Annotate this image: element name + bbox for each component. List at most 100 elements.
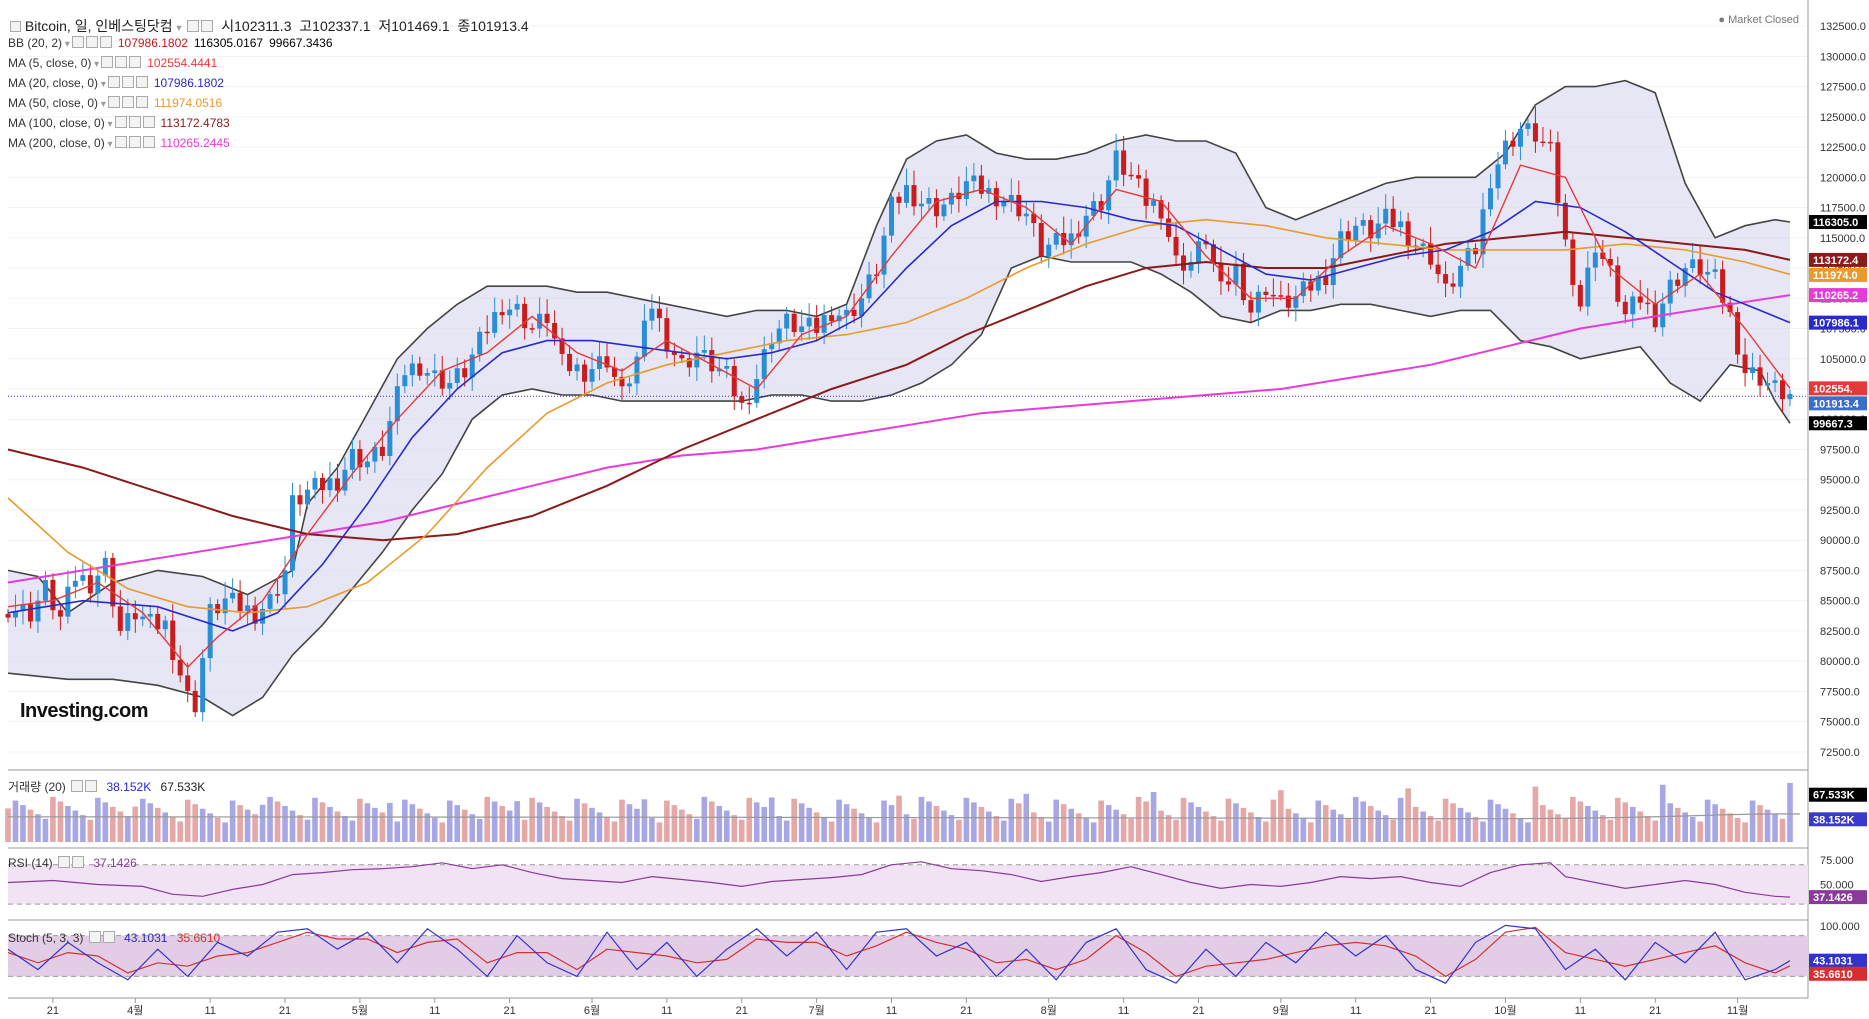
candle-body xyxy=(342,469,348,491)
close-icon[interactable] xyxy=(99,36,112,48)
candle-body xyxy=(379,446,385,457)
volume-bar xyxy=(1083,817,1089,842)
legend-row: MA (50, close, 0) ▾ 111974.0516 xyxy=(8,96,222,110)
settings-icon[interactable] xyxy=(71,780,84,792)
volume-bar xyxy=(1435,820,1441,842)
candle-body xyxy=(1780,380,1786,400)
chevron-down-icon[interactable]: ▾ xyxy=(104,119,113,130)
settings-icon[interactable] xyxy=(85,36,98,48)
volume-bar xyxy=(1652,820,1659,842)
candle-body xyxy=(477,331,483,355)
volume-bar xyxy=(896,795,902,842)
volume-bar xyxy=(1614,797,1621,842)
candle-body xyxy=(349,448,355,470)
candle-body xyxy=(814,317,820,333)
volume-bar xyxy=(1472,816,1479,842)
eye-icon[interactable] xyxy=(107,96,120,108)
candle-body xyxy=(1443,274,1449,284)
legend-row: BB (20, 2) ▾ 107986.1802 116305.0167 99667.… xyxy=(8,36,333,50)
chevron-down-icon[interactable]: ▾ xyxy=(98,99,106,110)
volume-bar xyxy=(581,803,588,842)
close-icon[interactable] xyxy=(129,56,142,68)
volume-bar xyxy=(1502,808,1509,842)
stoch-band xyxy=(8,935,1808,977)
time-tick: 11 xyxy=(1350,1005,1361,1017)
volume-bar xyxy=(716,806,723,842)
settings-icon[interactable] xyxy=(88,931,101,943)
settings-icon[interactable] xyxy=(115,56,128,68)
time-tick: 11 xyxy=(1118,1005,1129,1017)
close-icon[interactable] xyxy=(142,136,155,148)
close-icon[interactable] xyxy=(142,116,155,128)
volume-bar xyxy=(1180,797,1187,842)
close-icon[interactable] xyxy=(72,856,85,868)
volume-bar xyxy=(911,818,917,842)
eye-icon[interactable] xyxy=(71,36,84,48)
volume-bar xyxy=(798,803,805,842)
settings-icon[interactable] xyxy=(121,76,134,88)
close-icon[interactable] xyxy=(135,76,148,88)
candle-body xyxy=(364,461,370,468)
eye-icon[interactable] xyxy=(114,136,127,148)
candle-body xyxy=(1383,208,1389,224)
chevron-down-icon[interactable]: ▾ xyxy=(104,139,113,150)
eye-icon[interactable] xyxy=(101,56,114,68)
settings-icon[interactable] xyxy=(187,20,200,32)
candle-body xyxy=(1225,281,1231,285)
candle-body xyxy=(260,608,266,624)
volume-bar xyxy=(1412,806,1419,842)
collapse-icon[interactable] xyxy=(10,21,21,32)
close-icon[interactable] xyxy=(85,780,98,792)
candle-body xyxy=(484,331,490,334)
eye-icon[interactable] xyxy=(107,76,120,88)
volume-bar xyxy=(289,810,296,842)
candle-body xyxy=(1240,263,1246,301)
candle-body xyxy=(1278,295,1284,297)
chevron-down-icon[interactable]: ▾ xyxy=(91,59,100,70)
chevron-down-icon[interactable]: ▾ xyxy=(98,79,106,90)
close-icon[interactable] xyxy=(102,931,115,943)
volume-bar xyxy=(1682,812,1688,842)
rsi-tick: 50.000 xyxy=(1820,879,1854,891)
candle-body xyxy=(1547,141,1553,144)
candle-body xyxy=(963,181,969,199)
volume-bar xyxy=(357,798,363,842)
bb-lower-tag-text: 99667.3 xyxy=(1813,418,1853,430)
volume-bar xyxy=(1532,786,1539,842)
symbol-title: Bitcoin, 일, 인베스팅닷컴 xyxy=(24,18,173,34)
volume-bar xyxy=(783,820,790,842)
volume-bar xyxy=(1787,782,1793,842)
rsi-legend: RSI (14) 37.1426 xyxy=(8,856,137,870)
volume-bar xyxy=(1150,792,1157,842)
candle-body xyxy=(1188,262,1194,271)
candle-body xyxy=(903,185,909,203)
candle-body xyxy=(1757,367,1763,386)
volume-bar xyxy=(1667,803,1674,842)
volume-bar xyxy=(971,802,977,842)
close-icon[interactable] xyxy=(201,20,214,32)
volume-bar xyxy=(596,812,603,842)
price-tick: 122500.0 xyxy=(1820,142,1866,154)
settings-icon[interactable] xyxy=(128,136,141,148)
chevron-down-icon[interactable]: ▾ xyxy=(176,23,182,34)
close-icon[interactable] xyxy=(135,96,148,108)
settings-icon[interactable] xyxy=(58,856,71,868)
price-tick: 95000.0 xyxy=(1820,475,1860,487)
candle-body xyxy=(1046,244,1052,257)
candle-body xyxy=(42,579,48,601)
volume-tag xyxy=(1809,812,1867,827)
chevron-down-icon[interactable]: ▾ xyxy=(62,39,70,50)
volume-value-2: 67.533K xyxy=(160,780,206,794)
settings-icon[interactable] xyxy=(121,96,134,108)
legend-name: MA (200, close, 0) xyxy=(8,136,105,150)
volume-bar xyxy=(1135,796,1142,842)
candle-body xyxy=(731,366,737,397)
candle-body xyxy=(1502,140,1508,165)
eye-icon[interactable] xyxy=(114,116,127,128)
volume-bar xyxy=(154,807,161,842)
candle-body xyxy=(1592,252,1598,268)
volume-bar xyxy=(1075,813,1082,842)
candles xyxy=(5,106,1793,722)
settings-icon[interactable] xyxy=(128,116,141,128)
